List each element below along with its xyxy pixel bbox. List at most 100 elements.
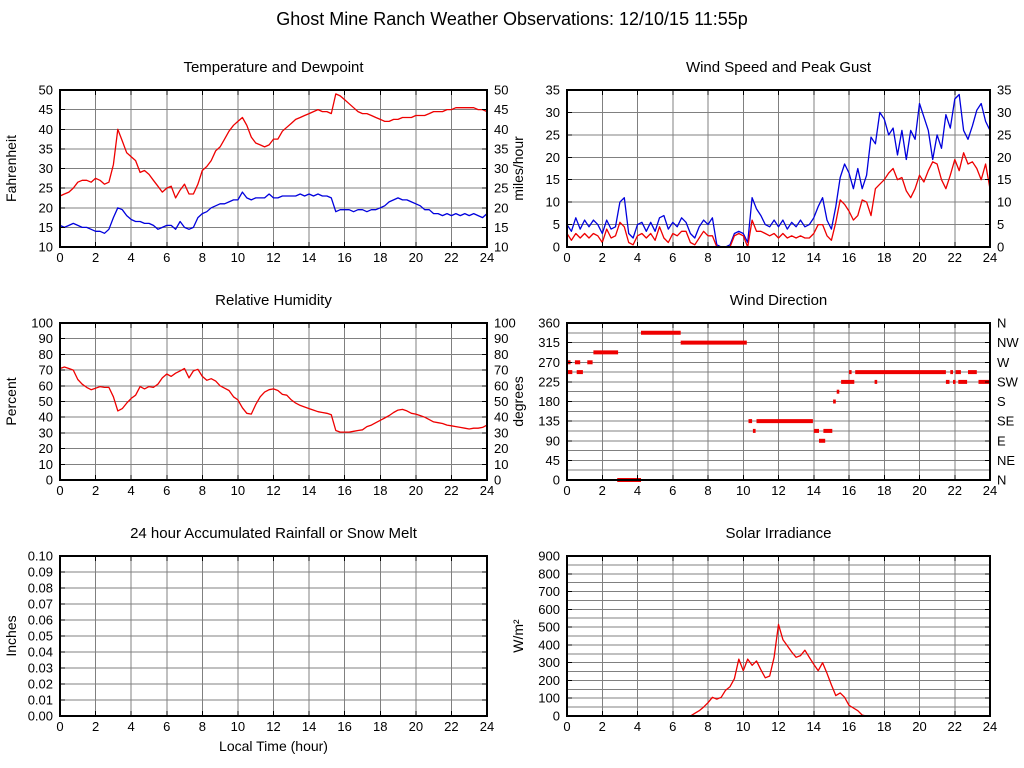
y-tick-labels-left: 10 15 20 25 30 35 40 45 50	[39, 83, 53, 255]
x-tick-label: 22	[948, 250, 962, 265]
y-tick-labels-right: 10 15 20 25 30 35 40 45 50	[494, 83, 508, 255]
y-tick-label: 90	[494, 331, 508, 346]
x-tick-label: 18	[877, 250, 891, 265]
y-tick-label: 5	[553, 217, 560, 232]
x-tick-labels: 0 2 4 6 8 10 12 14 16 18 20 22 24	[563, 250, 997, 265]
compass-label: E	[997, 433, 1006, 448]
x-tick-label: 2	[92, 250, 99, 265]
x-tick-label: 10	[736, 719, 750, 734]
series-relative-humidity	[59, 366, 488, 433]
series-peak-gust	[566, 93, 991, 248]
x-tick-label: 18	[877, 719, 891, 734]
y-tick-label: 900	[538, 549, 560, 564]
y-tick-label: 0.06	[28, 613, 53, 628]
x-tick-label: 6	[163, 719, 170, 734]
compass-label: W	[997, 355, 1010, 370]
x-tick-label: 10	[231, 719, 245, 734]
chart-temperature-dewpoint: 0 2 4 6 8 10 12 14 16 18 20 22 241015202530354045501…	[3, 59, 508, 265]
x-tick-label: 10	[736, 483, 750, 498]
y-tick-label: 400	[538, 637, 560, 652]
y-tick-label: 360	[538, 316, 560, 331]
y-tick-label: 15	[39, 220, 53, 235]
x-tick-label: 16	[842, 250, 856, 265]
x-tick-label: 16	[842, 483, 856, 498]
y-tick-label: 20	[494, 441, 508, 456]
y-tick-labels-left: 0 45 90 135 180 225 270 315 360	[538, 316, 560, 488]
x-tick-label: 4	[634, 719, 641, 734]
grid-lines	[60, 323, 487, 480]
y-tick-label: 80	[494, 347, 508, 362]
tick-marks	[566, 555, 991, 717]
y-tick-label: 0	[553, 709, 560, 724]
y-tick-label: 0.01	[28, 693, 53, 708]
y-tick-labels-left: 0 100 200 300 400 500 600 700 800 900	[538, 549, 560, 724]
x-tick-label: 0	[56, 250, 63, 265]
y-tick-label: 50	[494, 394, 508, 409]
x-tick-label: 0	[56, 719, 63, 734]
y-tick-label: 225	[538, 374, 560, 389]
solar-irradiance-title: Solar Irradiance	[726, 525, 832, 542]
y-tick-label: 800	[538, 566, 560, 581]
y-tick-label: 70	[39, 363, 53, 378]
x-tick-label: 6	[163, 483, 170, 498]
y-tick-labels-right: 0 5 10 15 20 25 30 35	[997, 83, 1011, 255]
y-tick-label: 100	[538, 691, 560, 706]
x-tick-label: 24	[480, 483, 494, 498]
x-tick-label: 16	[337, 719, 351, 734]
x-tick-label: 10	[231, 483, 245, 498]
x-tick-labels: 0 2 4 6 8 10 12 14 16 18 20 22 24	[563, 483, 997, 498]
x-tick-label: 4	[128, 719, 135, 734]
y-tick-label: 100	[494, 316, 516, 331]
wind-direction-ylabel: degrees	[510, 376, 526, 427]
wind-speed-gust-title: Wind Speed and Peak Gust	[686, 59, 872, 76]
x-tick-label: 24	[983, 719, 997, 734]
y-tick-label: 30	[494, 161, 508, 176]
grid-lines	[60, 556, 487, 716]
y-tick-label: 15	[494, 220, 508, 235]
x-tick-label: 18	[373, 250, 387, 265]
x-tick-labels: 0 2 4 6 8 10 12 14 16 18 20 22 24	[56, 719, 494, 734]
x-tick-label: 6	[669, 483, 676, 498]
chart-rainfall: 0 2 4 6 8 10 12 14 16 18 20 22 240.000.010.020.030.0…	[3, 525, 494, 754]
y-tick-label: 0.08	[28, 581, 53, 596]
x-tick-label: 20	[409, 483, 423, 498]
grid-lines	[567, 323, 990, 480]
x-tick-label: 14	[302, 719, 316, 734]
y-tick-label: 35	[494, 141, 508, 156]
x-tick-label: 14	[302, 250, 316, 265]
y-tick-label: 0.10	[28, 549, 53, 564]
x-tick-label: 10	[736, 250, 750, 265]
wind-speed-gust-ylabel: miles/hour	[510, 136, 526, 201]
x-tick-label: 24	[983, 250, 997, 265]
y-tick-label: 15	[997, 172, 1011, 187]
x-tick-label: 0	[56, 483, 63, 498]
series-temperature	[59, 93, 488, 199]
y-tick-label: 300	[538, 655, 560, 670]
x-tick-label: 24	[983, 483, 997, 498]
compass-label: N	[997, 316, 1006, 331]
x-tick-label: 18	[877, 483, 891, 498]
y-tick-label: 45	[546, 453, 560, 468]
x-tick-label: 20	[409, 250, 423, 265]
x-tick-labels: 0 2 4 6 8 10 12 14 16 18 20 22 24	[56, 250, 494, 265]
y-tick-label: 35	[39, 141, 53, 156]
grid-lines	[60, 90, 487, 247]
y-tick-label: 40	[39, 410, 53, 425]
x-tick-label: 2	[599, 719, 606, 734]
tick-marks	[566, 322, 991, 481]
x-tick-label: 10	[231, 250, 245, 265]
x-tick-label: 8	[704, 483, 711, 498]
tick-marks	[59, 555, 488, 717]
compass-label: N	[997, 473, 1006, 488]
series-dewpoint	[59, 191, 488, 234]
rainfall-ylabel: Inches	[3, 615, 19, 656]
x-tick-label: 8	[199, 250, 206, 265]
x-tick-label: 12	[266, 250, 280, 265]
compass-labels: N NE E SE S SW W NW N	[997, 316, 1019, 488]
y-tick-label: 5	[997, 217, 1004, 232]
y-tick-label: 50	[39, 83, 53, 98]
x-tick-label: 12	[771, 250, 785, 265]
rainfall-title: 24 hour Accumulated Rainfall or Snow Mel…	[130, 525, 418, 542]
